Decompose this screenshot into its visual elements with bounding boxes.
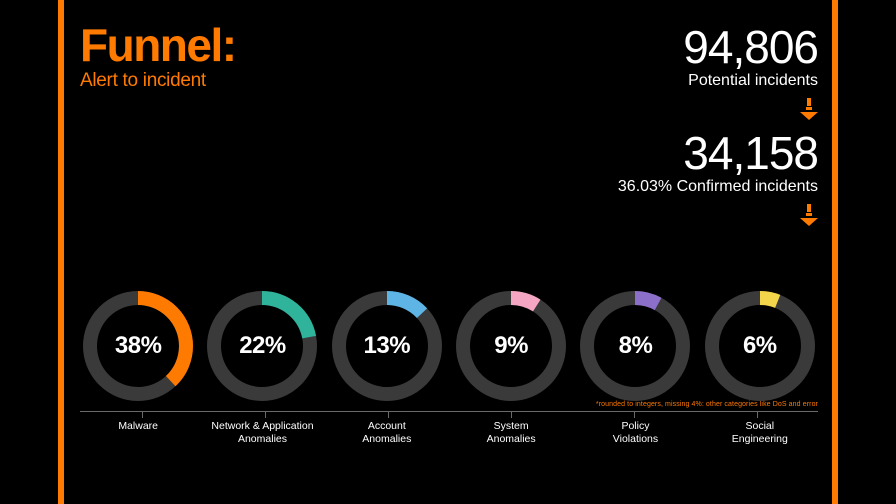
- donut-percent: 38%: [115, 332, 162, 360]
- donut-ring: 6%: [704, 290, 816, 402]
- donut-category-label: Malware: [118, 420, 158, 446]
- donut-item: 22% Network & ApplicationAnomalies: [204, 290, 320, 446]
- header-title: Funnel:: [80, 24, 236, 68]
- donut-item: 9% SystemAnomalies: [453, 290, 569, 446]
- donut-percent: 6%: [743, 332, 777, 360]
- header-subtitle: Alert to incident: [80, 70, 236, 92]
- funnel-stats: 94,806 Potential incidents 34,158 36.03%…: [618, 24, 818, 236]
- donut-percent: 13%: [364, 332, 411, 360]
- donut-category-label: Network & ApplicationAnomalies: [211, 420, 313, 446]
- donut-item: 13% AccountAnomalies: [329, 290, 445, 446]
- stat-label-0: Potential incidents: [618, 72, 818, 90]
- donut-ring: 22%: [206, 290, 318, 402]
- donut-ring: 9%: [455, 290, 567, 402]
- donut-category-label: AccountAnomalies: [362, 420, 411, 446]
- donut-percent: 9%: [494, 332, 528, 360]
- donut-item: 38% Malware: [80, 290, 196, 446]
- arrow-down-icon: [618, 204, 818, 226]
- donut-category-label: SocialEngineering: [732, 420, 788, 446]
- donut-item: 8% PolicyViolations: [577, 290, 693, 446]
- stat-value-0: 94,806: [618, 24, 818, 70]
- arrow-down-icon: [618, 98, 818, 120]
- donut-row: 38% Malware 22% Network & ApplicationAnomal…: [80, 290, 818, 446]
- donut-percent: 8%: [619, 332, 653, 360]
- donut-item: 6% SocialEngineering: [702, 290, 818, 446]
- stat-value-1: 34,158: [618, 130, 818, 176]
- donut-percent: 22%: [239, 332, 286, 360]
- donut-ring: 8%: [579, 290, 691, 402]
- donut-ring: 13%: [331, 290, 443, 402]
- stat-label-1: 36.03% Confirmed incidents: [618, 178, 818, 196]
- accent-bar-right: [832, 0, 838, 504]
- donut-category-label: SystemAnomalies: [487, 420, 536, 446]
- donut-category-label: PolicyViolations: [613, 420, 658, 446]
- header: Funnel: Alert to incident: [80, 24, 236, 92]
- donut-ring: 38%: [82, 290, 194, 402]
- accent-bar-left: [58, 0, 64, 504]
